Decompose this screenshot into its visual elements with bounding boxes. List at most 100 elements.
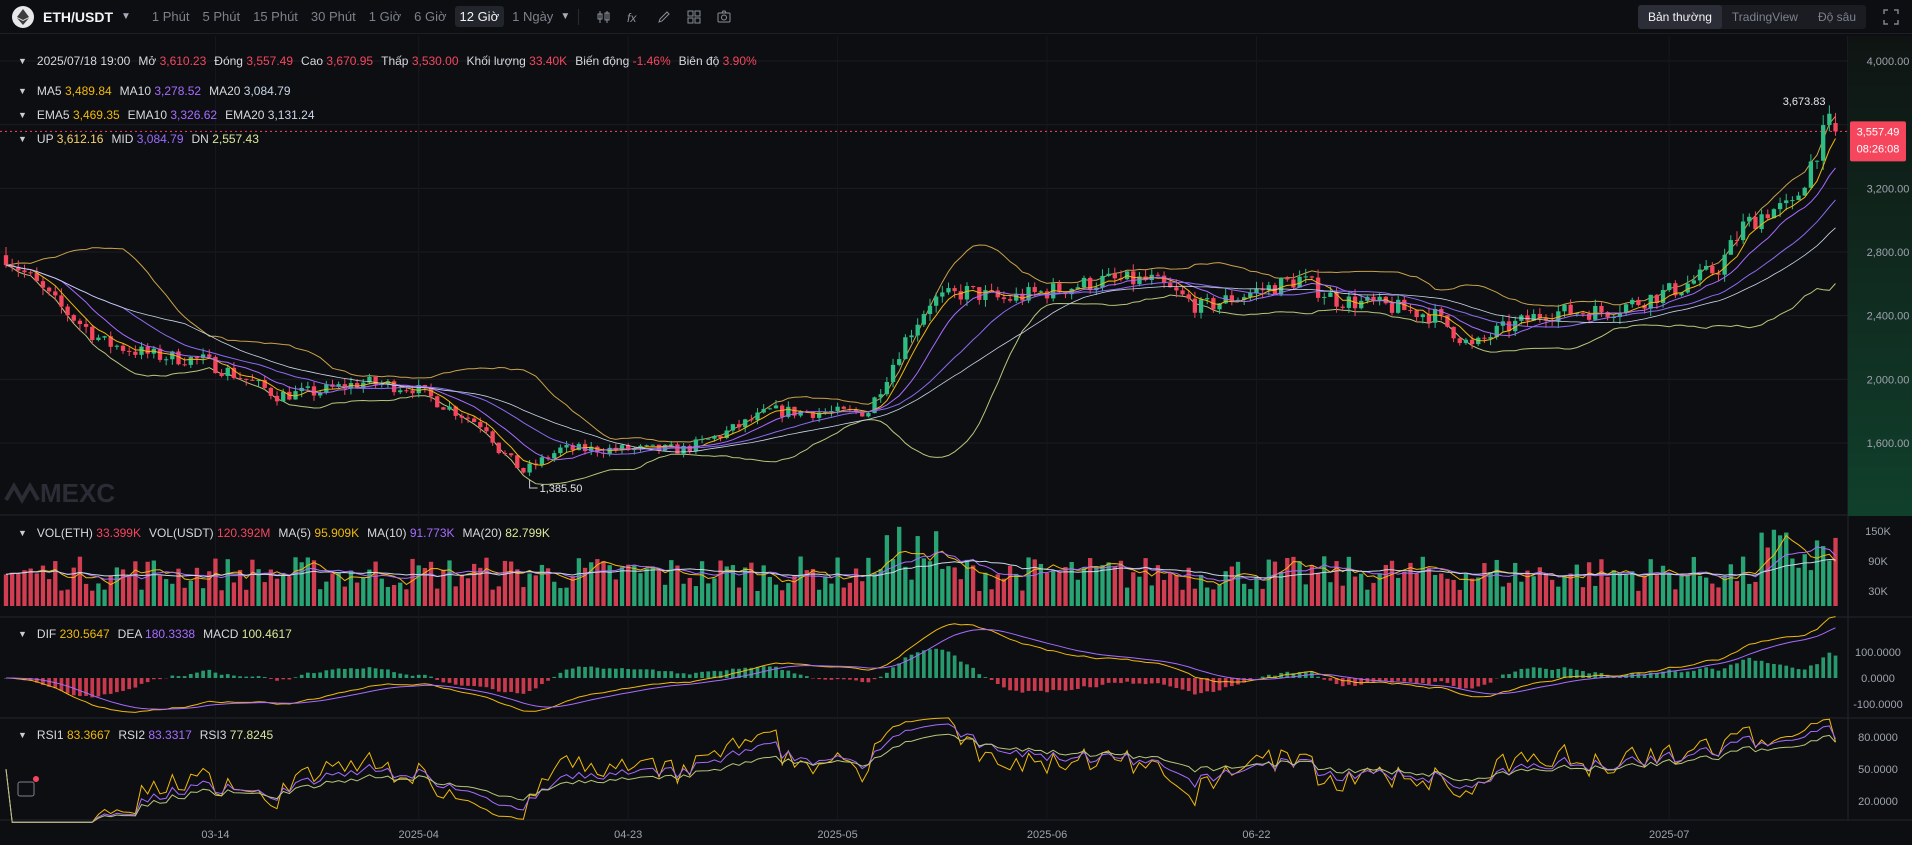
- macd-bar: [1513, 671, 1518, 678]
- view-option-standard[interactable]: Bản thường: [1637, 5, 1722, 29]
- volume-bar: [1192, 588, 1198, 606]
- volume-bar: [552, 581, 557, 606]
- volume-bar: [1833, 537, 1838, 606]
- volume-bar: [909, 579, 914, 606]
- interval-tab[interactable]: 1 Ngày: [512, 9, 554, 24]
- macd-bar: [1433, 678, 1437, 682]
- candle: [1137, 276, 1142, 285]
- volume-bar: [730, 565, 736, 606]
- boll-caret-icon[interactable]: ▼: [18, 134, 27, 144]
- fullscreen-icon[interactable]: [1882, 8, 1900, 26]
- macd-bar: [860, 678, 865, 683]
- interval-tab[interactable]: 12 Giờ: [454, 6, 505, 27]
- interval-tab[interactable]: 30 Phút: [310, 9, 356, 24]
- candle: [1488, 337, 1493, 339]
- volume-bar: [268, 569, 274, 606]
- layout-grid-icon[interactable]: [679, 4, 709, 30]
- volume-bar: [792, 574, 797, 606]
- candle: [1630, 299, 1635, 305]
- ma-caret-icon[interactable]: ▼: [18, 86, 27, 96]
- camera-icon[interactable]: [709, 4, 739, 30]
- macd-bar: [1106, 678, 1111, 683]
- volume-caret-icon[interactable]: ▼: [18, 528, 27, 538]
- interval-tab[interactable]: 5 Phút: [202, 9, 241, 24]
- view-option-depth[interactable]: Độ sâu: [1817, 10, 1856, 24]
- candle: [1334, 292, 1339, 307]
- draw-pencil-icon[interactable]: [649, 4, 679, 30]
- candle: [1285, 277, 1290, 280]
- macd-bar: [503, 678, 507, 693]
- candle: [1469, 339, 1475, 345]
- macd-bar: [1266, 674, 1271, 678]
- macd-bar: [1445, 678, 1450, 683]
- volume-bar: [589, 562, 594, 606]
- volume-bar: [1217, 584, 1222, 606]
- volume-bar: [1457, 589, 1462, 606]
- macd-bar: [250, 676, 255, 678]
- candle: [1722, 254, 1727, 275]
- volume-bar: [1593, 585, 1598, 606]
- candle: [798, 411, 803, 416]
- indicator-icon[interactable]: [589, 4, 619, 30]
- candle: [3, 255, 9, 266]
- symbol-dropdown-icon[interactable]: ▼: [121, 11, 131, 22]
- candle: [1315, 277, 1321, 298]
- volume-bar: [1605, 576, 1610, 606]
- interval-tabs: 1 Phút 5 Phút 15 Phút 30 Phút 1 Giờ 6 Giờ 12 G…: [147, 6, 558, 27]
- view-option-tradingview[interactable]: TradingView: [1731, 10, 1798, 24]
- volume-bar: [699, 561, 705, 606]
- candle: [853, 409, 859, 412]
- rsi1-line: [5, 717, 1836, 823]
- symbol-name[interactable]: ETH/USDT: [43, 8, 113, 25]
- volume-bar: [1765, 547, 1770, 606]
- candle: [706, 438, 711, 440]
- ma20-legend: MA20 3,084.79: [209, 84, 291, 98]
- interval-more-dropdown-icon[interactable]: ▼: [560, 11, 571, 22]
- candle: [1451, 326, 1456, 339]
- function-fx-icon[interactable]: fx: [619, 4, 649, 30]
- volume-bar: [1014, 573, 1019, 606]
- candle: [841, 406, 846, 409]
- volume-bar: [940, 568, 945, 606]
- volume-bar: [65, 589, 70, 606]
- macd-bar: [145, 678, 150, 683]
- interval-tab[interactable]: 15 Phút: [253, 9, 298, 24]
- rsi-caret-icon[interactable]: ▼: [18, 730, 27, 740]
- volume-bar: [1359, 573, 1364, 606]
- macd-bar: [1131, 678, 1136, 684]
- candle: [1014, 293, 1019, 301]
- interval-tab[interactable]: 1 Giờ: [368, 9, 402, 24]
- candle: [909, 335, 914, 338]
- candle: [1642, 305, 1647, 309]
- macd-caret-icon[interactable]: ▼: [18, 629, 27, 639]
- macd-bar: [478, 678, 483, 687]
- volume-bar: [1574, 564, 1579, 606]
- time-axis-label: 2025-05: [817, 829, 857, 841]
- macd-bar: [749, 667, 754, 678]
- macd-bar: [108, 678, 113, 694]
- macd-bar: [909, 654, 914, 678]
- volume-bar: [379, 578, 384, 606]
- ema-caret-icon[interactable]: ▼: [18, 110, 27, 120]
- ma10-legend: MA10 3,278.52: [119, 84, 202, 98]
- volume-bar: [1081, 567, 1087, 606]
- open-field: Mở 3,610.23: [138, 54, 207, 68]
- time-axis-labels: 03-14 2025-04 04-23 2025-05 2025-06 06-22 2025…: [201, 829, 1689, 841]
- volume-bar: [515, 569, 520, 606]
- candle: [780, 405, 785, 417]
- macd-bar: [712, 670, 717, 678]
- volume-bar: [1069, 561, 1074, 606]
- candle: [1020, 293, 1025, 301]
- interval-tab[interactable]: 6 Giờ: [414, 9, 447, 24]
- collapse-caret-icon[interactable]: ▼: [18, 56, 27, 66]
- macd-bar: [1199, 678, 1203, 694]
- interval-tab[interactable]: 1 Phút: [151, 9, 190, 24]
- macd-bar: [669, 671, 674, 678]
- volume-bar: [1568, 573, 1573, 606]
- candle: [1525, 315, 1530, 321]
- candle: [940, 292, 945, 297]
- volume-bar: [810, 568, 816, 606]
- candle: [699, 439, 705, 441]
- volume-bar: [1088, 557, 1093, 606]
